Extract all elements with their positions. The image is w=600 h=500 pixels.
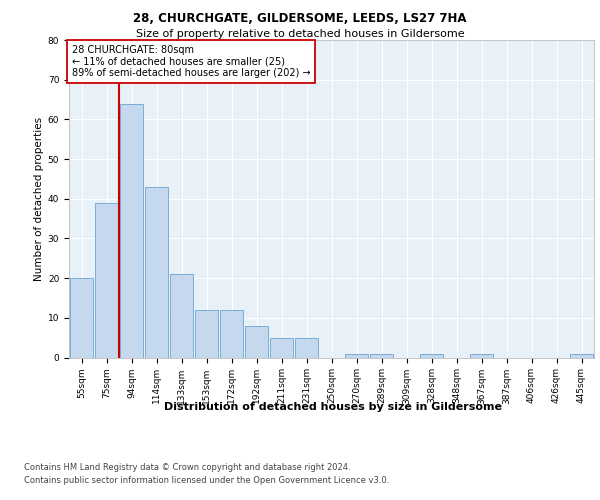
Bar [95, 202, 118, 358]
Bar [420, 354, 443, 358]
Bar [220, 310, 243, 358]
Bar [70, 278, 93, 357]
Text: 28 CHURCHGATE: 80sqm
← 11% of detached houses are smaller (25)
89% of semi-detac: 28 CHURCHGATE: 80sqm ← 11% of detached h… [71, 45, 310, 78]
Bar [170, 274, 193, 357]
Bar [145, 187, 168, 358]
Bar [245, 326, 268, 358]
Y-axis label: Number of detached properties: Number of detached properties [34, 116, 44, 281]
Bar [195, 310, 218, 358]
Bar [345, 354, 368, 358]
Text: 28, CHURCHGATE, GILDERSOME, LEEDS, LS27 7HA: 28, CHURCHGATE, GILDERSOME, LEEDS, LS27 … [133, 12, 467, 26]
Bar [570, 354, 593, 358]
Text: Size of property relative to detached houses in Gildersome: Size of property relative to detached ho… [136, 29, 464, 39]
Bar [295, 338, 318, 357]
Bar [470, 354, 493, 358]
Text: Contains public sector information licensed under the Open Government Licence v3: Contains public sector information licen… [24, 476, 389, 485]
Text: Contains HM Land Registry data © Crown copyright and database right 2024.: Contains HM Land Registry data © Crown c… [24, 462, 350, 471]
Text: Distribution of detached houses by size in Gildersome: Distribution of detached houses by size … [164, 402, 502, 412]
Bar [370, 354, 393, 358]
Bar [120, 104, 143, 358]
Bar [270, 338, 293, 357]
